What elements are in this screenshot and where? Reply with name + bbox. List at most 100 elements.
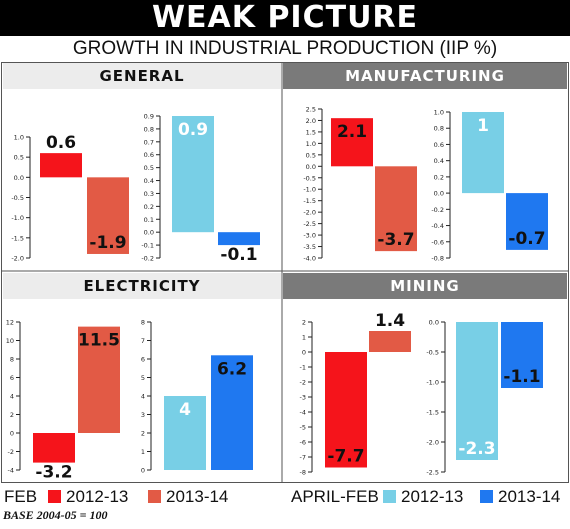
bar-electricity-feb-2013-14 bbox=[78, 326, 120, 433]
legend-text-feb-2012-13: 2012-13 bbox=[66, 487, 129, 506]
panel-heading-general: GENERAL bbox=[3, 63, 281, 89]
legend-feb-label: FEB bbox=[4, 487, 38, 506]
y-tick-label-manufacturing-aprfeb: 0.2 bbox=[434, 173, 444, 181]
bar-electricity-feb-2012-13 bbox=[33, 433, 75, 463]
value-label-general-feb-2013-14: -1.9 bbox=[89, 233, 126, 253]
y-tick-label-electricity-feb: 6 bbox=[10, 374, 14, 382]
y-tick-label-manufacturing-feb: 1.0 bbox=[306, 140, 316, 148]
y-tick-label-general-aprfeb: 0.8 bbox=[144, 125, 154, 133]
legend-feb: FEB bbox=[4, 486, 37, 508]
base-year-note: BASE 2004-05 = 100 bbox=[3, 508, 108, 522]
y-tick-label-general-aprfeb: 0.1 bbox=[144, 216, 154, 224]
y-tick-label-mining-aprfeb: -2.5 bbox=[426, 469, 439, 477]
bar-mining-feb-2013-14 bbox=[369, 331, 411, 352]
y-tick-label-general-feb: -1.0 bbox=[11, 214, 24, 222]
legend-text-feb-2013-14: 2013-14 bbox=[166, 487, 229, 506]
bar-general-aprfeb-2012-13 bbox=[172, 116, 214, 233]
value-label-mining-aprfeb-2012-13: -2.3 bbox=[458, 439, 495, 459]
y-tick-label-electricity-aprfeb: 4 bbox=[141, 393, 145, 401]
page-title: WEAK PICTURE bbox=[0, 0, 570, 36]
y-tick-label-mining-feb: 1 bbox=[302, 334, 306, 342]
y-tick-label-mining-feb: -2 bbox=[300, 379, 306, 387]
legend-feb-2012-13: 2012-13 bbox=[48, 486, 128, 508]
y-tick-label-manufacturing-feb: -1.0 bbox=[303, 186, 316, 194]
y-tick-label-electricity-aprfeb: 3 bbox=[141, 411, 145, 419]
bar-electricity-aprfeb-2012-13 bbox=[164, 396, 206, 470]
value-label-electricity-feb-2013-14: 11.5 bbox=[78, 331, 120, 351]
value-label-manufacturing-feb-2012-13: 2.1 bbox=[337, 122, 367, 142]
legend-aprfeb-label: APRIL-FEB bbox=[291, 487, 379, 506]
y-tick-label-mining-feb: -6 bbox=[300, 439, 306, 447]
panel-heading-mining: MINING bbox=[283, 273, 567, 299]
legend-swatch-feb-2013-14 bbox=[148, 490, 161, 503]
y-tick-label-electricity-aprfeb: 0 bbox=[141, 467, 145, 475]
y-tick-label-manufacturing-feb: 2.5 bbox=[306, 106, 316, 114]
legend-aprfeb-2013-14: 2013-14 bbox=[480, 486, 560, 508]
y-tick-label-manufacturing-feb: 0.5 bbox=[306, 151, 316, 159]
value-label-manufacturing-aprfeb-2013-14: -0.7 bbox=[508, 229, 545, 249]
y-tick-label-manufacturing-aprfeb: -0.6 bbox=[431, 238, 444, 246]
y-tick-label-general-aprfeb: 0.5 bbox=[144, 164, 154, 172]
y-tick-label-mining-feb: -3 bbox=[300, 394, 306, 402]
bar-manufacturing-feb-2012-13 bbox=[331, 118, 373, 167]
bar-mining-aprfeb-2013-14 bbox=[501, 322, 543, 388]
page-subtitle: GROWTH IN INDUSTRIAL PRODUCTION (IIP %) bbox=[72, 38, 498, 59]
value-label-mining-aprfeb-2013-14: -1.1 bbox=[503, 367, 540, 387]
y-tick-label-electricity-feb: -2 bbox=[8, 448, 14, 456]
y-tick-label-electricity-feb: 12 bbox=[6, 319, 14, 327]
y-tick-label-general-feb: -1.5 bbox=[11, 234, 24, 242]
y-tick-label-manufacturing-feb: 1.5 bbox=[306, 128, 316, 136]
y-tick-label-manufacturing-feb: -3.0 bbox=[303, 232, 316, 240]
y-tick-label-manufacturing-aprfeb: 0.6 bbox=[434, 141, 444, 149]
legend-text-aprfeb-2012-13: 2012-13 bbox=[401, 487, 464, 506]
y-tick-label-general-aprfeb: 0.4 bbox=[144, 177, 154, 185]
y-tick-label-electricity-feb: 8 bbox=[10, 356, 14, 364]
legend-swatch-aprfeb-2012-13 bbox=[383, 490, 396, 503]
bar-mining-feb-2012-13 bbox=[325, 352, 367, 468]
y-tick-label-manufacturing-aprfeb: -0.8 bbox=[431, 255, 444, 263]
y-tick-label-mining-aprfeb: -2.0 bbox=[426, 439, 439, 447]
y-tick-label-electricity-aprfeb: 1 bbox=[141, 448, 145, 456]
value-label-manufacturing-feb-2013-14: -3.7 bbox=[377, 230, 414, 250]
y-tick-label-mining-feb: -4 bbox=[300, 409, 306, 417]
bar-electricity-aprfeb-2013-14 bbox=[211, 355, 253, 470]
y-tick-label-mining-aprfeb: -0.5 bbox=[426, 349, 439, 357]
iip-charts: 1.0 0.5 0.0 -0.5 -1.0 -1.5 -2.0 0.6 -1.9 0.9 0.8 0.… bbox=[1, 62, 569, 483]
y-tick-label-electricity-feb: 2 bbox=[10, 411, 14, 419]
panel-heading-electricity: ELECTRICITY bbox=[3, 273, 281, 299]
y-tick-label-mining-feb: 2 bbox=[302, 319, 306, 327]
y-tick-label-general-feb: -2.0 bbox=[11, 255, 24, 263]
y-tick-label-manufacturing-feb: -1.5 bbox=[303, 197, 316, 205]
y-tick-label-general-feb: -0.5 bbox=[11, 194, 24, 202]
value-label-electricity-feb-2012-13: -3.2 bbox=[35, 463, 72, 483]
y-tick-label-manufacturing-feb: -0.5 bbox=[303, 174, 316, 182]
y-tick-label-general-aprfeb: 0.9 bbox=[144, 113, 154, 121]
legend-swatch-feb-2012-13 bbox=[48, 490, 61, 503]
bar-manufacturing-aprfeb-2012-13 bbox=[462, 112, 504, 194]
y-tick-label-mining-feb: 0 bbox=[302, 349, 306, 357]
y-tick-label-manufacturing-feb: -2.5 bbox=[303, 220, 316, 228]
value-label-electricity-aprfeb-2013-14: 6.2 bbox=[217, 359, 247, 379]
y-tick-label-manufacturing-aprfeb: 0.0 bbox=[434, 190, 444, 198]
y-tick-label-manufacturing-feb: 2.0 bbox=[306, 117, 316, 125]
y-tick-label-mining-aprfeb: -1.5 bbox=[426, 409, 439, 417]
y-tick-label-electricity-aprfeb: 5 bbox=[141, 374, 145, 382]
legend-text-aprfeb-2013-14: 2013-14 bbox=[498, 487, 561, 506]
value-label-mining-feb-2012-13: -7.7 bbox=[327, 447, 364, 467]
chart-frame bbox=[1, 62, 569, 483]
y-tick-label-general-aprfeb: 0.3 bbox=[144, 190, 154, 198]
y-tick-label-mining-feb: -1 bbox=[300, 364, 306, 372]
legend-aprfeb-2012-13: 2012-13 bbox=[383, 486, 463, 508]
y-tick-label-general-feb: 1.0 bbox=[14, 134, 24, 142]
value-label-manufacturing-aprfeb-2012-13: 1 bbox=[477, 116, 489, 136]
y-tick-label-electricity-feb: 4 bbox=[10, 393, 14, 401]
y-tick-label-electricity-aprfeb: 2 bbox=[141, 430, 145, 438]
y-tick-label-electricity-feb: 0 bbox=[10, 430, 14, 438]
bar-general-feb-2013-14 bbox=[87, 177, 129, 254]
y-tick-label-mining-aprfeb: -1.0 bbox=[426, 379, 439, 387]
y-tick-label-manufacturing-feb: 0.0 bbox=[306, 163, 316, 171]
y-tick-label-general-aprfeb: 0.0 bbox=[144, 229, 154, 237]
value-label-general-aprfeb-2012-13: 0.9 bbox=[178, 120, 208, 140]
y-tick-label-mining-feb: -8 bbox=[300, 469, 306, 477]
